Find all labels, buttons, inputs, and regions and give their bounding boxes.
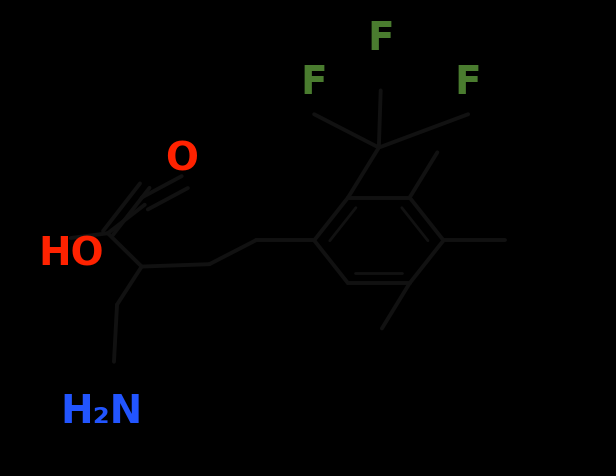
Text: F: F: [367, 20, 394, 58]
Text: F: F: [455, 64, 482, 102]
Text: O: O: [165, 140, 198, 178]
Text: HO: HO: [38, 236, 103, 274]
Text: F: F: [301, 64, 328, 102]
Text: H₂N: H₂N: [60, 393, 143, 431]
